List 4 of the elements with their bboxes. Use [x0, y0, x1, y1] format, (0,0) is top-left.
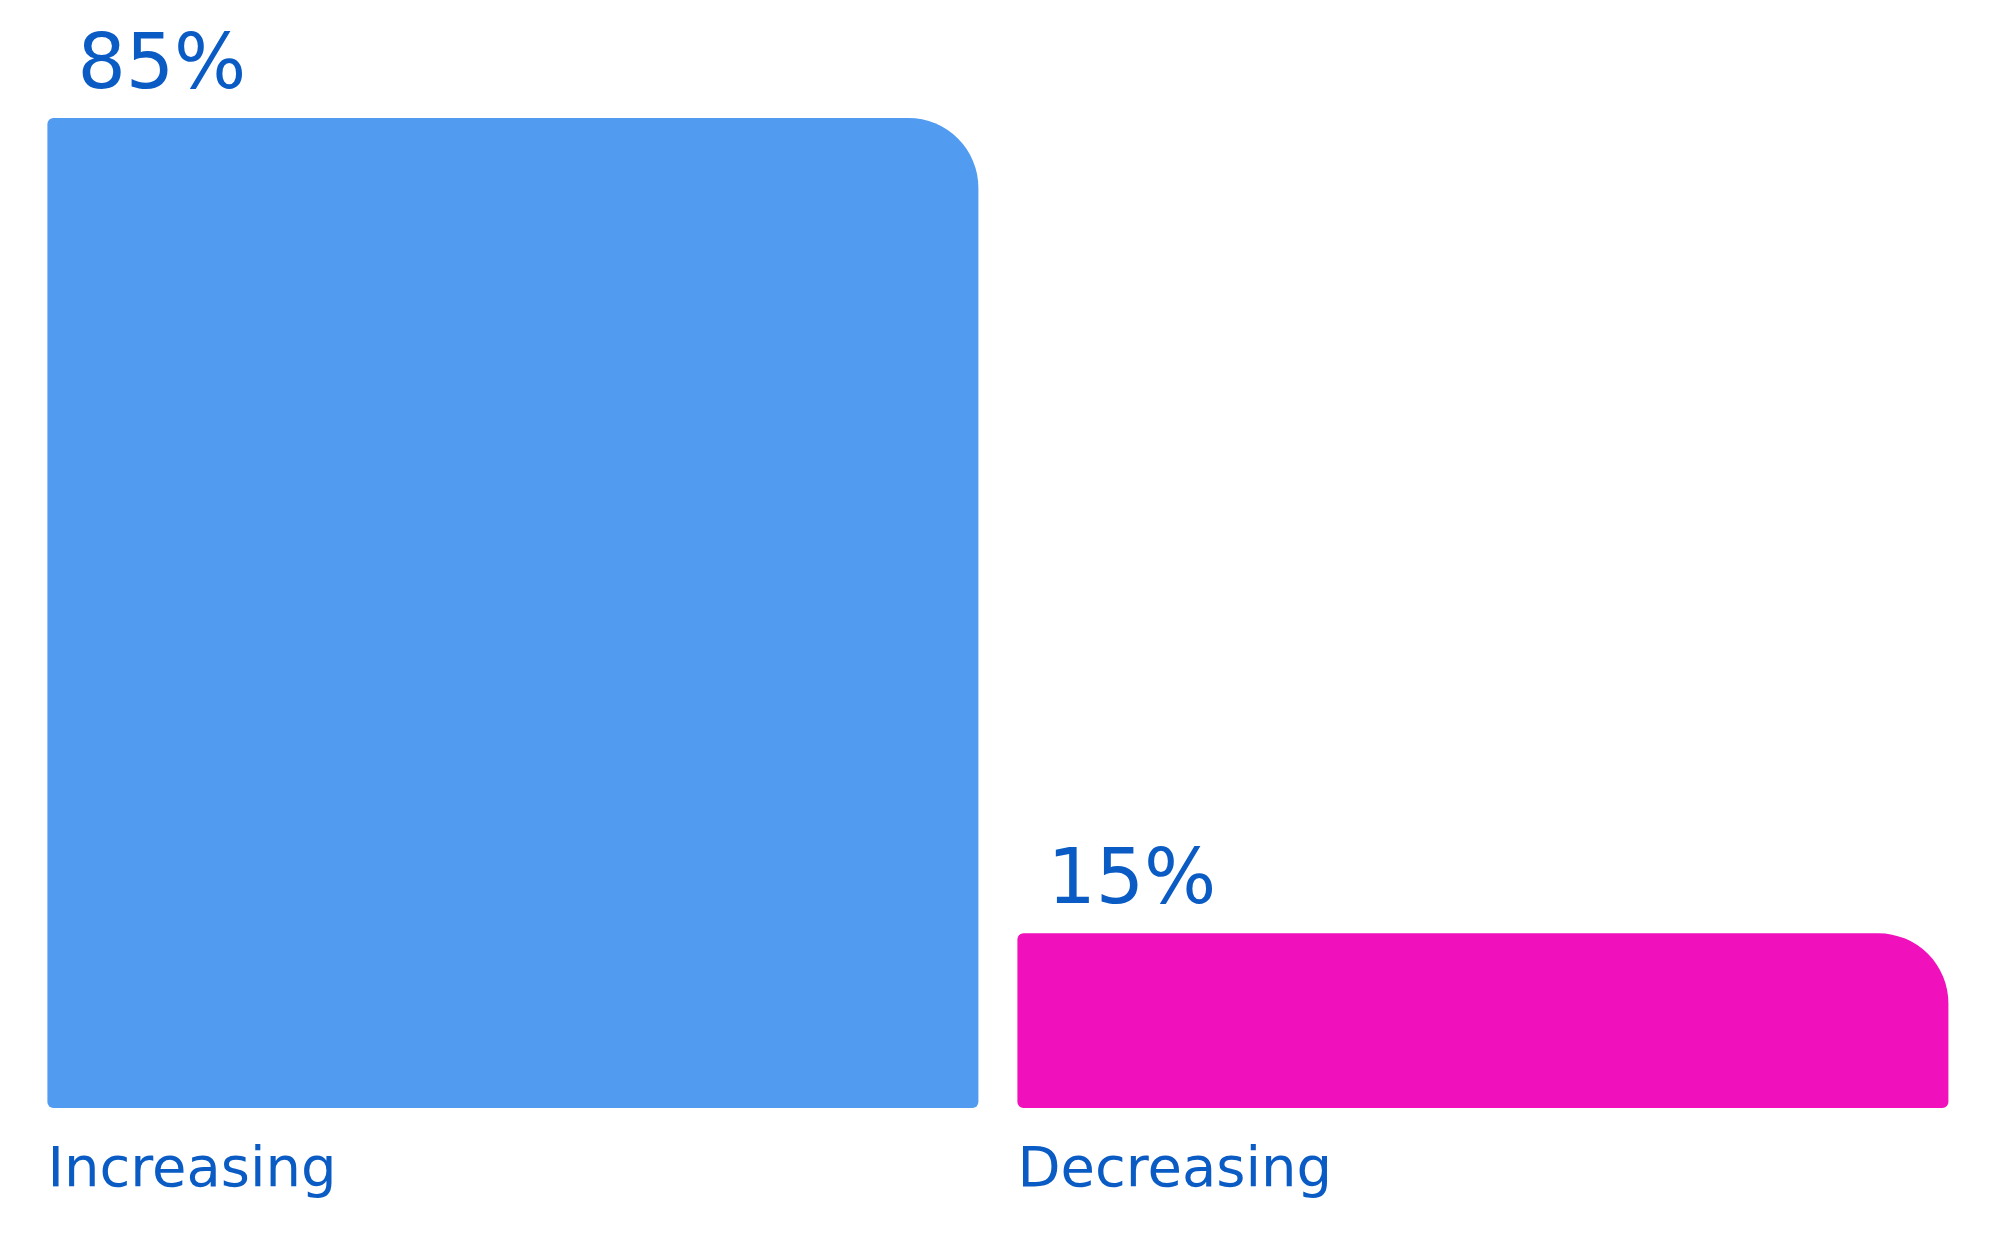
- data-label: 15%: [1047, 832, 1217, 922]
- x-tick-label: Increasing: [47, 1134, 337, 1199]
- data-label: 85%: [77, 17, 247, 106]
- x-tick-label: Decreasing: [1017, 1134, 1333, 1199]
